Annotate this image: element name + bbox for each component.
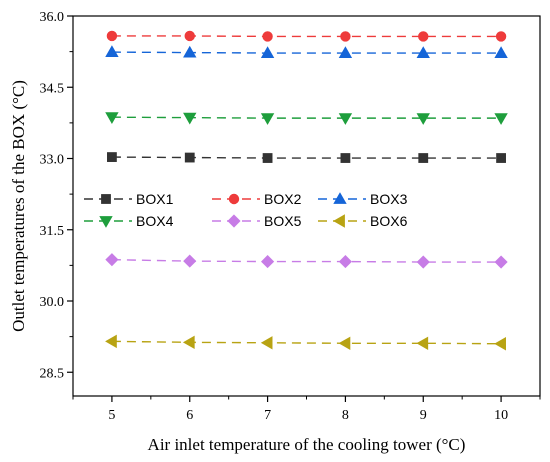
data-point — [338, 46, 353, 58]
y-tick-label: 34.5 — [40, 81, 65, 96]
x-tick-label: 5 — [108, 408, 115, 423]
data-point — [183, 112, 197, 125]
y-tick-label: 36.0 — [40, 10, 65, 25]
x-axis-title: Air inlet temperature of the cooling tow… — [148, 435, 466, 454]
data-point — [182, 335, 195, 350]
data-point — [418, 153, 429, 163]
data-point — [260, 113, 275, 125]
data-point — [106, 30, 118, 42]
data-point — [260, 46, 275, 58]
y-tick-label: 28.5 — [40, 366, 65, 381]
data-point — [338, 113, 353, 125]
legend-item: BOX4 — [84, 213, 174, 229]
legend-item: BOX6 — [318, 213, 408, 229]
legend-item: BOX1 — [84, 191, 174, 207]
y-axis-title: Outlet temperatures of the BOX (°C) — [9, 80, 28, 332]
series-line — [111, 340, 502, 345]
series-line — [111, 116, 502, 119]
data-point — [262, 31, 273, 42]
series-box6 — [105, 334, 506, 351]
data-point — [494, 46, 508, 58]
data-point — [183, 254, 197, 268]
x-tick-label: 7 — [264, 408, 271, 423]
data-point — [496, 153, 506, 163]
legend-item: BOX5 — [212, 213, 302, 229]
series-line — [111, 156, 502, 159]
data-point — [495, 31, 507, 42]
series-box3 — [105, 45, 508, 58]
x-tick-label: 9 — [420, 408, 427, 423]
legend-marker — [101, 194, 111, 204]
data-point — [338, 336, 351, 350]
data-point — [105, 45, 119, 57]
y-tick-label: 33.0 — [40, 153, 65, 168]
data-point — [416, 46, 430, 58]
legend-label: BOX5 — [264, 213, 302, 229]
legend-marker — [333, 214, 345, 228]
data-point — [262, 153, 273, 163]
data-point — [494, 255, 508, 269]
series-box5 — [105, 253, 508, 269]
legend-marker — [333, 192, 347, 204]
legend-label: BOX6 — [370, 213, 408, 229]
data-point — [416, 336, 429, 350]
y-tick-label: 31.5 — [40, 224, 65, 239]
legend-label: BOX3 — [370, 191, 408, 207]
data-point — [105, 334, 117, 349]
x-axis: 5 6 7 8 9 10 — [72, 396, 541, 423]
legend-label: BOX4 — [136, 213, 174, 229]
data-point — [418, 31, 429, 42]
legend-label: BOX1 — [136, 191, 174, 207]
data-point — [494, 113, 508, 125]
data-point — [260, 336, 273, 350]
series-layer — [105, 30, 508, 351]
series-line — [111, 51, 502, 54]
y-tick-label: 30.0 — [40, 295, 65, 310]
x-tick-label: 6 — [186, 408, 193, 423]
data-point — [416, 113, 430, 125]
legend-marker — [228, 193, 240, 205]
legend-item: BOX2 — [212, 191, 302, 207]
data-point — [340, 153, 351, 163]
data-point — [184, 30, 195, 42]
legend-item: BOX3 — [318, 191, 408, 207]
data-point — [261, 255, 275, 269]
series-box4 — [105, 112, 508, 125]
data-point — [105, 253, 119, 267]
data-point — [338, 255, 352, 269]
x-tick-label: 10 — [494, 408, 508, 423]
y-axis: 28.5 30.0 31.5 33.0 34.5 36.0 — [40, 10, 73, 381]
data-point — [105, 112, 119, 124]
legend: BOX1 BOX2 BOX3 BOX4 BOX5 BOX6 — [84, 191, 408, 229]
data-point — [340, 31, 351, 42]
data-point — [183, 45, 197, 58]
data-point — [494, 337, 506, 351]
legend-marker — [227, 214, 241, 228]
data-point — [107, 152, 117, 162]
legend-label: BOX2 — [264, 191, 302, 207]
data-point — [184, 152, 195, 163]
series-line — [111, 258, 502, 263]
series-box1 — [107, 152, 506, 163]
x-tick-label: 8 — [342, 408, 349, 423]
legend-marker — [99, 216, 113, 228]
data-point — [416, 255, 430, 269]
series-box2 — [106, 30, 507, 42]
